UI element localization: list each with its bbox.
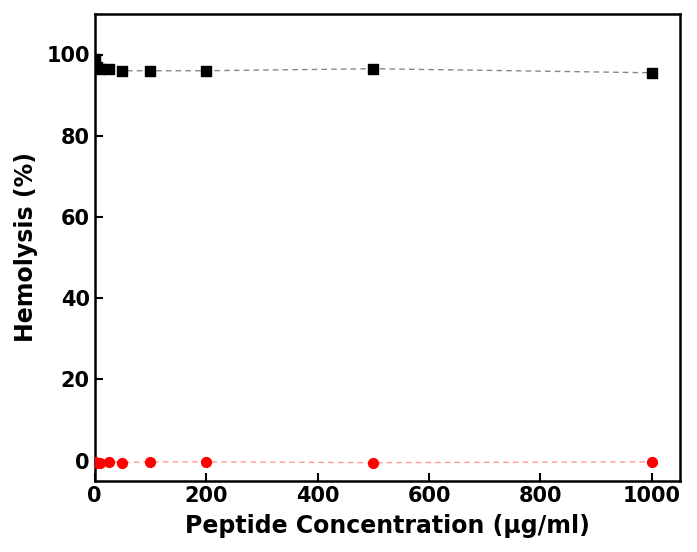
Point: [103, 458, 114, 466]
Point: [92, 458, 103, 467]
Point: [646, 68, 657, 77]
Point: [201, 66, 212, 75]
Point: [117, 458, 128, 467]
Point: [103, 64, 114, 73]
X-axis label: Peptide Concentration (μg/ml): Peptide Concentration (μg/ml): [185, 514, 590, 538]
Point: [145, 66, 156, 75]
Point: [201, 458, 212, 466]
Point: [117, 66, 128, 75]
Point: [145, 458, 156, 466]
Point: [90, 54, 101, 63]
Y-axis label: Hemolysis (%): Hemolysis (%): [14, 152, 38, 342]
Point: [92, 62, 103, 71]
Point: [646, 458, 657, 466]
Point: [95, 64, 106, 73]
Point: [95, 458, 106, 467]
Point: [368, 458, 379, 467]
Point: [368, 64, 379, 73]
Point: [90, 458, 101, 466]
